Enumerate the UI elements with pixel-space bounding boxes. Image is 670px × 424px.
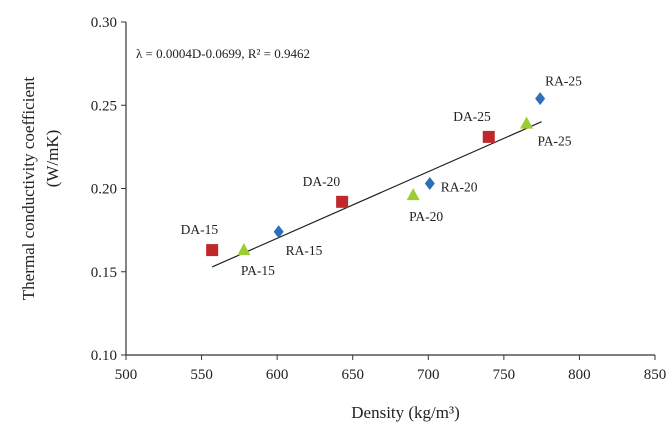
point-label-ra-25: RA-25 [545, 74, 582, 89]
data-point-ra-20 [424, 177, 435, 191]
data-point-pa-25 [520, 116, 534, 129]
data-point-da-20 [336, 195, 349, 208]
x-tick-label: 500 [115, 367, 138, 383]
point-label-ra-15: RA-15 [286, 243, 323, 258]
x-tick-label: 650 [341, 367, 364, 383]
y-tick-label: 0.10 [91, 348, 117, 364]
x-tick-label: 850 [644, 367, 667, 383]
trendline-group [211, 121, 542, 268]
point-label-pa-20: PA-20 [409, 209, 443, 224]
data-point-da-25 [482, 130, 495, 143]
y-tick-label: 0.15 [91, 265, 117, 281]
data-point-ra-25 [535, 92, 546, 106]
y-tick-label: 0.30 [91, 15, 117, 31]
point-label-da-20: DA-20 [303, 174, 341, 189]
y-axis-title-line1: Thermal conductivity coefficient [19, 77, 38, 301]
trendline [211, 121, 542, 268]
ticks-group: 500 550 600 650 700 750 800 850 0.10 0.15 0.20 0.25… [91, 15, 667, 383]
x-tick-label: 800 [568, 367, 591, 383]
point-label-da-25: DA-25 [453, 109, 491, 124]
y-axis-title-line2: (W/mK) [43, 130, 62, 188]
point-labels-group: DA-15 PA-15 RA-15 DA-20 PA-20 RA-20 DA-25 PA-25… [181, 74, 582, 279]
regression-equation: λ = 0.0004D-0.0699, R² = 0.9462 [136, 46, 310, 61]
points-group [206, 92, 546, 257]
data-point-da-15 [206, 244, 219, 257]
x-tick-label: 750 [493, 367, 516, 383]
point-label-pa-25: PA-25 [538, 134, 572, 149]
data-point-pa-15 [237, 243, 251, 256]
point-label-ra-20: RA-20 [441, 180, 478, 195]
data-point-pa-20 [406, 188, 420, 201]
point-label-da-15: DA-15 [181, 222, 219, 237]
point-label-pa-15: PA-15 [241, 263, 275, 278]
x-axis-title: Density (kg/m³) [351, 403, 460, 422]
y-tick-label: 0.20 [91, 182, 117, 198]
y-tick-label: 0.25 [91, 98, 117, 114]
x-tick-label: 700 [417, 367, 440, 383]
x-tick-label: 600 [266, 367, 289, 383]
x-tick-label: 550 [190, 367, 213, 383]
data-point-ra-15 [273, 225, 284, 239]
